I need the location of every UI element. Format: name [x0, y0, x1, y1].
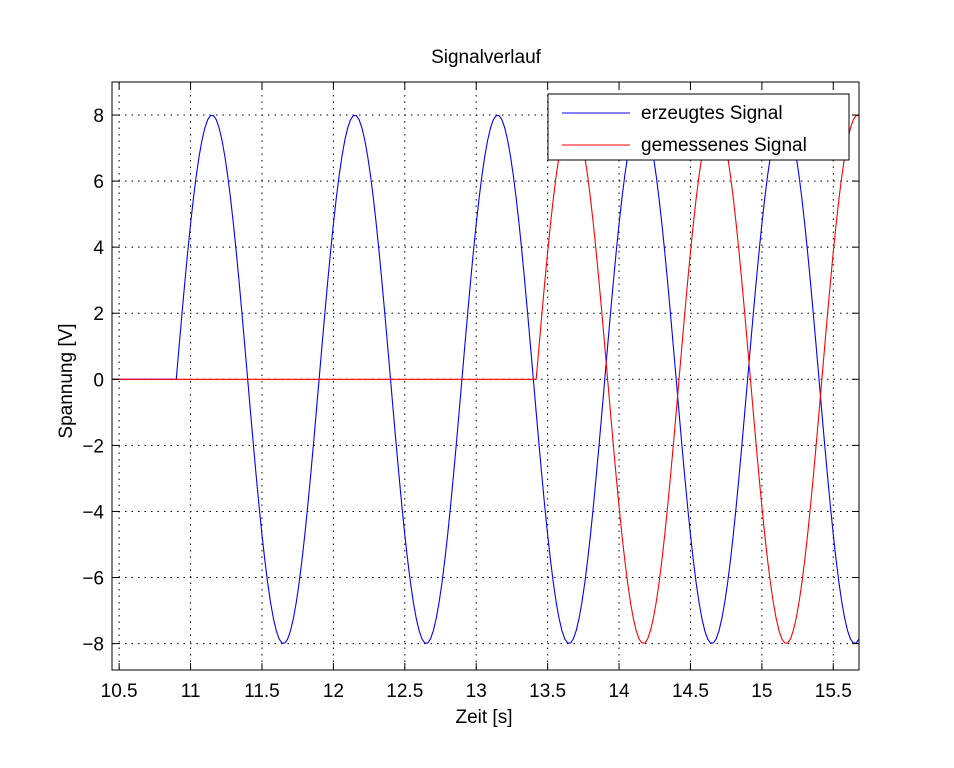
axis-ticks: 10.5 11 11.5 12 12.5 13 13.5 14 14.5 15 15.5 8 6 4 2 0 −… — [82, 82, 859, 702]
y-tick-label: 0 — [93, 370, 104, 391]
legend-box — [547, 93, 850, 161]
x-tick-label: 13.5 — [529, 681, 566, 702]
y-tick-label: −8 — [82, 635, 104, 656]
plot-series — [112, 115, 860, 644]
legend: erzeugtes Signal gemessenes Signal — [547, 93, 850, 161]
x-tick-label: 12.5 — [386, 681, 423, 702]
x-tick-label: 14 — [608, 681, 630, 702]
x-tick-label: 15.5 — [815, 681, 852, 702]
x-tick-label: 12 — [323, 681, 344, 702]
y-tick-label: 4 — [93, 238, 104, 259]
y-axis-title: Spannung [V] — [56, 323, 77, 438]
x-tick-label: 15 — [751, 681, 772, 702]
x-tick-label: 10.5 — [101, 681, 138, 702]
legend-label-erzeugtes-signal: erzeugtes Signal — [641, 103, 783, 124]
series-line-gemessenes-signal — [112, 115, 859, 644]
legend-label-gemessenes-signal: gemessenes Signal — [641, 135, 807, 156]
y-tick-label: 2 — [93, 304, 104, 325]
x-tick-label: 14.5 — [672, 681, 709, 702]
y-tick-label: 8 — [93, 106, 104, 127]
x-tick-label: 11 — [181, 681, 201, 702]
x-axis-title: Zeit [s] — [455, 707, 512, 728]
y-tick-label: −4 — [82, 502, 104, 523]
chart-title: Signalverlauf — [431, 47, 542, 68]
plot-frame — [111, 81, 860, 671]
x-tick-label: 11.5 — [244, 681, 280, 702]
x-tick-label: 13 — [466, 681, 487, 702]
y-tick-label: −6 — [82, 569, 104, 590]
series-line-erzeugtes-signal — [112, 115, 860, 644]
y-tick-label: −2 — [82, 436, 104, 457]
y-tick-label: 6 — [93, 172, 104, 193]
